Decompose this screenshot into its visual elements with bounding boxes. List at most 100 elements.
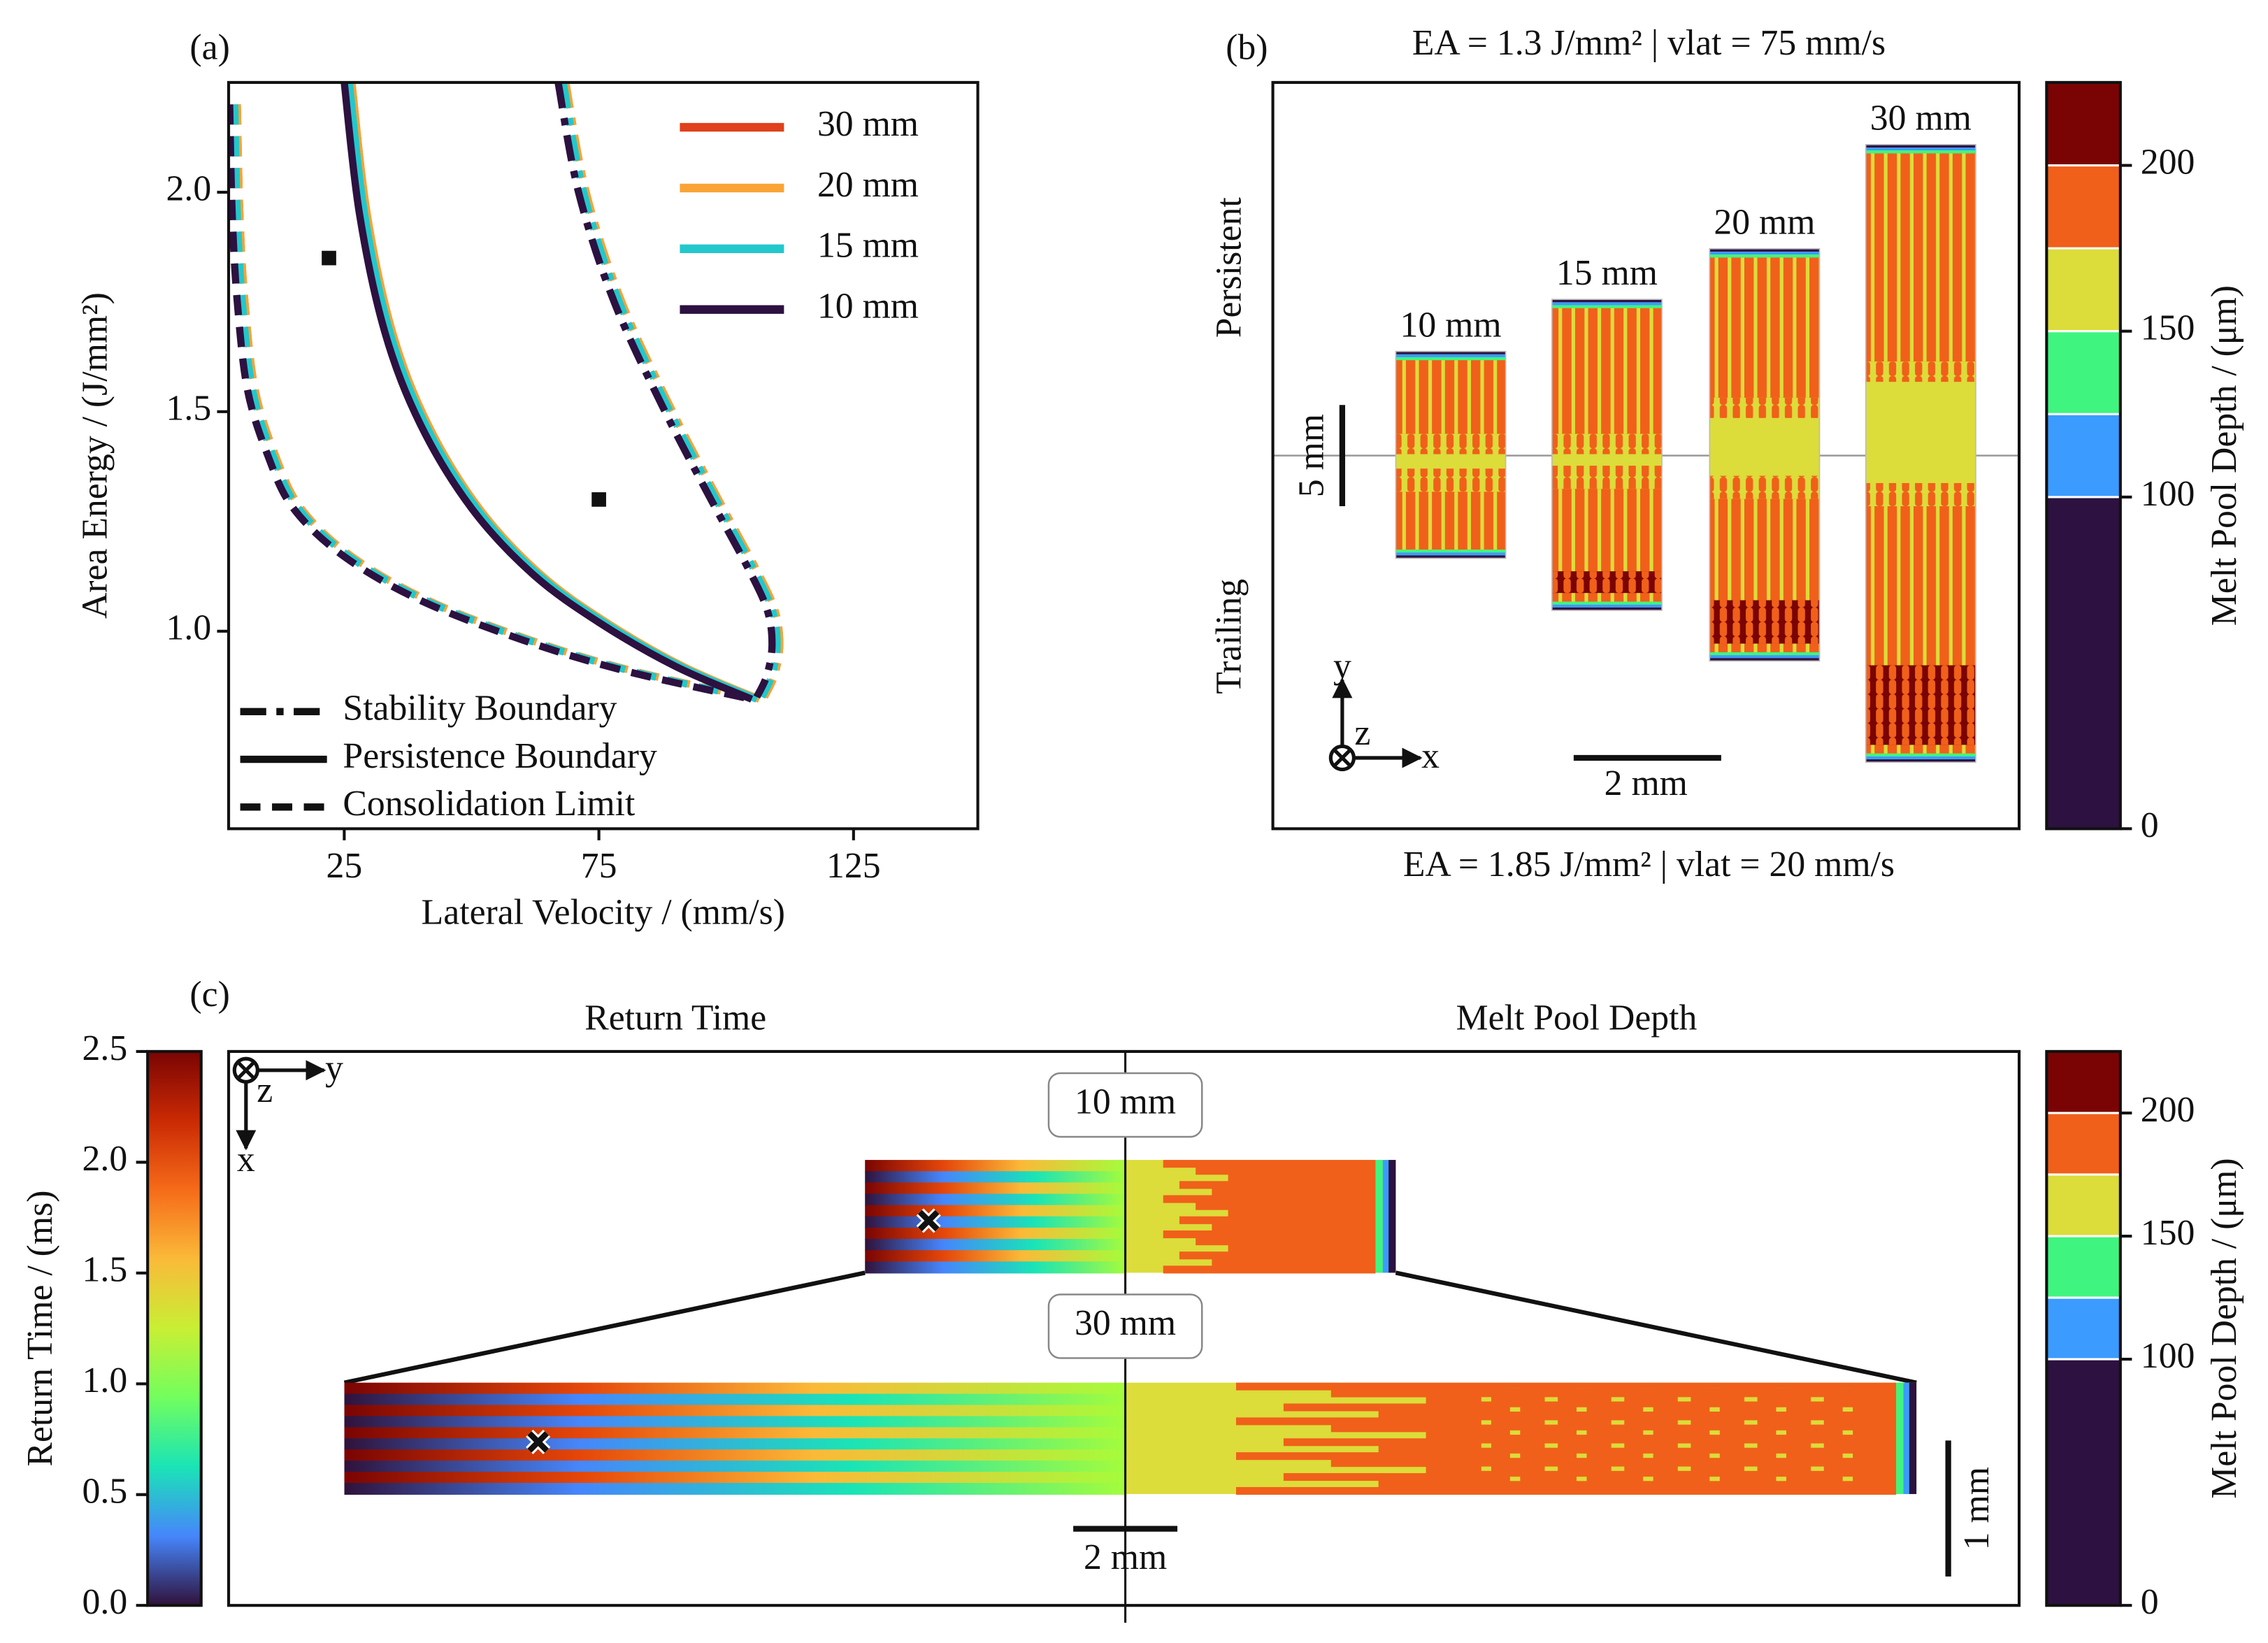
marker-point bbox=[591, 492, 606, 507]
colorbar-band bbox=[2046, 1112, 2120, 1175]
depth-finger bbox=[1212, 1223, 1376, 1231]
sample-label: 20 mm bbox=[1714, 203, 1815, 243]
y-axis-label: Area Energy / (J/mm²) bbox=[76, 292, 115, 619]
sample-streaks bbox=[1395, 492, 1506, 550]
edge bbox=[1375, 1160, 1383, 1273]
zoom-line bbox=[1395, 1270, 1917, 1385]
boundary-curve bbox=[231, 104, 758, 703]
axis-glyph-label: y bbox=[1333, 647, 1351, 687]
edge bbox=[1709, 248, 1820, 252]
edge bbox=[1551, 607, 1663, 610]
sample-spikes bbox=[1865, 482, 1976, 507]
depth-dashes bbox=[1481, 1388, 1877, 1488]
colorbar-tick-label: 2.5 bbox=[82, 1028, 128, 1068]
style-legend-label: Stability Boundary bbox=[343, 689, 617, 729]
x-axis-label: Lateral Velocity / (mm/s) bbox=[422, 892, 785, 932]
axis-glyph-cross bbox=[237, 1061, 255, 1079]
depth-finger bbox=[1212, 1258, 1376, 1267]
colorbar-band bbox=[2046, 496, 2120, 829]
depth-finger bbox=[1179, 1251, 1376, 1260]
y-tick-label: 1.5 bbox=[166, 389, 212, 429]
axis-glyph-label: x bbox=[237, 1140, 255, 1179]
edge bbox=[1865, 759, 1976, 763]
return-time-row bbox=[344, 1405, 1126, 1417]
colorbar-tick-label: 1.0 bbox=[82, 1361, 128, 1400]
x-tick-label: 125 bbox=[826, 846, 881, 886]
panel-label: (c) bbox=[189, 975, 229, 1014]
return-time-row bbox=[344, 1449, 1126, 1462]
colorbar-label: Return Time / (ms) bbox=[20, 1191, 60, 1467]
colorbar-band bbox=[2046, 414, 2120, 497]
colorbar-frame bbox=[2045, 80, 2122, 831]
side-label: Trailing bbox=[1210, 579, 1249, 694]
panel-label: (b) bbox=[1226, 27, 1268, 67]
colorbar-tick-label: 200 bbox=[2141, 142, 2195, 182]
colorbar-tick-label: 1.5 bbox=[82, 1250, 128, 1290]
boundary-curve bbox=[559, 82, 781, 699]
return-time-row bbox=[344, 1382, 1126, 1395]
colorbar-tick-label: 0 bbox=[2141, 805, 2159, 845]
boundary-curve bbox=[562, 82, 784, 699]
x-tick-label: 25 bbox=[326, 846, 363, 886]
return-time-row bbox=[865, 1205, 1126, 1217]
legend-label: 15 mm bbox=[817, 226, 919, 266]
legend-label: 20 mm bbox=[817, 165, 919, 205]
edge bbox=[1395, 555, 1506, 559]
panel-title: Return Time bbox=[584, 998, 766, 1038]
return-time-row bbox=[344, 1461, 1126, 1473]
panel-title: EA = 1.3 J/mm² | vlat = 75 mm/s bbox=[1412, 23, 1886, 63]
axis-glyph-label: z bbox=[1354, 713, 1370, 753]
sample-drips bbox=[1551, 433, 1663, 454]
depth-finger bbox=[1212, 1188, 1376, 1196]
depth-finger bbox=[1163, 1160, 1376, 1168]
depth-finger bbox=[1163, 1230, 1376, 1239]
colorbar-frame bbox=[146, 1049, 203, 1607]
return-time-row bbox=[865, 1216, 1126, 1228]
depth-finger bbox=[1163, 1195, 1376, 1203]
edge bbox=[1395, 550, 1506, 553]
return-time-row bbox=[865, 1227, 1126, 1240]
sample-spikes bbox=[1395, 468, 1506, 492]
colorbar-tick-label: 2.0 bbox=[82, 1139, 128, 1179]
scale-bar-label: 1 mm bbox=[1957, 1467, 1997, 1550]
plot-frame bbox=[227, 1049, 2021, 1607]
sample-streaks bbox=[1551, 308, 1663, 434]
panel-title: Melt Pool Depth bbox=[1456, 998, 1698, 1038]
sample-drips bbox=[1709, 397, 1820, 418]
edge bbox=[1709, 652, 1820, 656]
edge bbox=[1382, 1160, 1389, 1273]
legend-label: 30 mm bbox=[817, 104, 919, 144]
colorbar-tick-label: 0.5 bbox=[82, 1472, 128, 1512]
edge bbox=[1865, 144, 1976, 148]
colorbar-band bbox=[2046, 1298, 2120, 1360]
return-time-row bbox=[344, 1427, 1126, 1440]
return-time-row bbox=[865, 1239, 1126, 1251]
marker-point bbox=[322, 250, 336, 266]
return-time-row bbox=[344, 1482, 1126, 1495]
return-time-row bbox=[865, 1250, 1126, 1263]
edge bbox=[1709, 251, 1820, 255]
sample-streaks bbox=[1709, 600, 1820, 644]
edge bbox=[1388, 1160, 1396, 1273]
edge bbox=[1395, 351, 1506, 354]
colorbar-band bbox=[2046, 1236, 2120, 1298]
boundary-curve bbox=[234, 104, 761, 703]
axis-glyph-label: z bbox=[257, 1070, 273, 1110]
sample-spikes bbox=[1709, 475, 1820, 499]
depth-finger bbox=[1196, 1202, 1376, 1210]
curves bbox=[229, 82, 784, 703]
marker-x bbox=[527, 1431, 550, 1453]
axis-glyph-label: y bbox=[325, 1049, 343, 1089]
depth-finger bbox=[1236, 1486, 1897, 1495]
colorbar-frame bbox=[2045, 1049, 2122, 1607]
colorbar-label: Melt Pool Depth / (μm) bbox=[2204, 1158, 2244, 1498]
colorbar-tick-label: 100 bbox=[2141, 474, 2195, 514]
colorbar-band bbox=[2046, 248, 2120, 331]
edge bbox=[1865, 756, 1976, 760]
boundary-curve bbox=[340, 82, 754, 703]
sample-label: 15 mm bbox=[1556, 253, 1658, 293]
edge bbox=[1709, 254, 1820, 258]
colorbar-band bbox=[2046, 82, 2120, 166]
depth-finger bbox=[1196, 1167, 1376, 1175]
